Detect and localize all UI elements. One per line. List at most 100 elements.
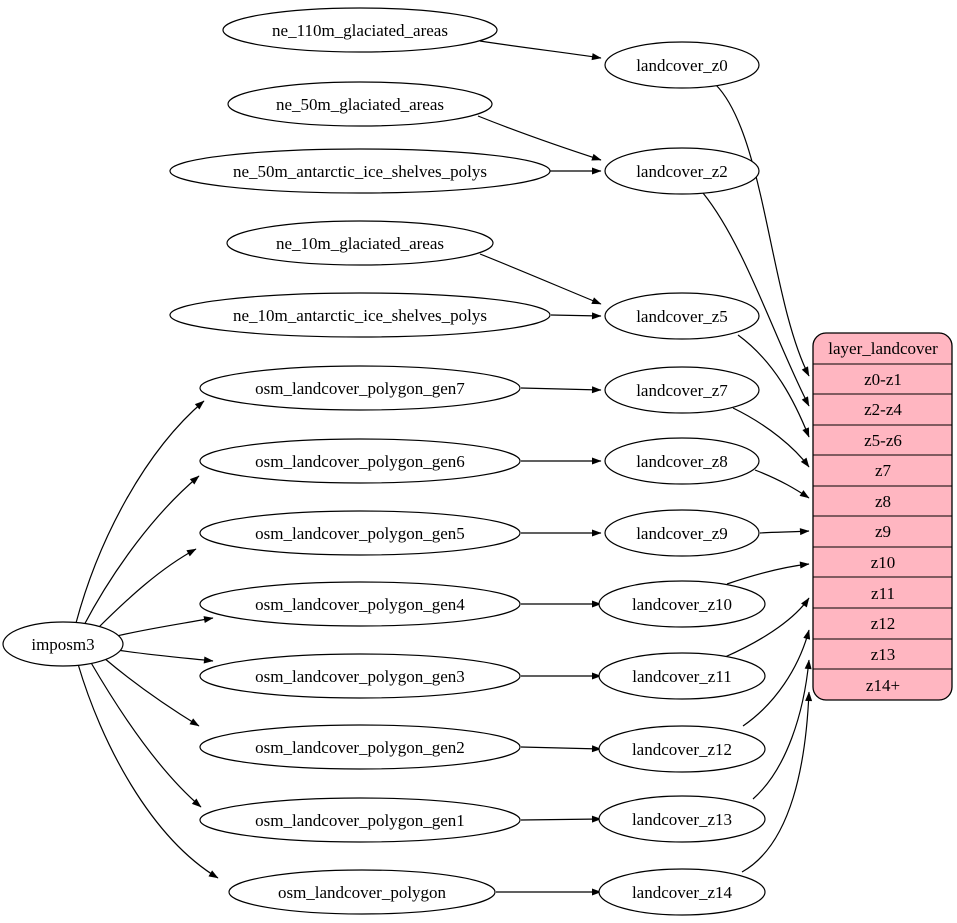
edge-z14-to-row-z14plus bbox=[741, 691, 813, 873]
node-label: osm_landcover_polygon_gen4 bbox=[255, 595, 465, 614]
node-ellipse bbox=[169, 292, 551, 338]
node-ellipse bbox=[604, 437, 760, 485]
node-ellipse bbox=[199, 510, 521, 556]
edge-z12-to-row-z12 bbox=[742, 629, 811, 727]
node-osm-landcover-polygon-gen4: osm_landcover_polygon_gen4 bbox=[199, 581, 521, 627]
node-ne-110m-glaciated-areas: ne_110m_glaciated_areas bbox=[222, 7, 498, 53]
edge-imposm3-to-gen7 bbox=[75, 400, 205, 624]
table-row-z14plus: z14+ bbox=[866, 676, 900, 695]
node-imposm3: imposm3 bbox=[2, 621, 124, 667]
edge-z8-to-row-z8 bbox=[754, 469, 810, 499]
node-label: imposm3 bbox=[31, 635, 94, 654]
table-row-z9: z9 bbox=[875, 522, 891, 541]
node-ellipse bbox=[226, 220, 494, 266]
node-label: landcover_z7 bbox=[636, 381, 728, 400]
node-ellipse bbox=[598, 652, 766, 700]
node-label: ne_50m_glaciated_areas bbox=[276, 95, 444, 114]
node-landcover-z13: landcover_z13 bbox=[598, 795, 766, 843]
node-label: landcover_z0 bbox=[636, 56, 728, 75]
edge-ne10m-antarctic-to-landcover-z5 bbox=[550, 312, 602, 320]
node-ellipse bbox=[227, 81, 493, 127]
node-landcover-z5: landcover_z5 bbox=[604, 292, 760, 340]
node-ellipse bbox=[2, 621, 124, 667]
node-ellipse bbox=[199, 581, 521, 627]
node-landcover-z14: landcover_z14 bbox=[598, 868, 766, 916]
edge-imposm3-to-gen5 bbox=[94, 548, 197, 632]
node-landcover-z11: landcover_z11 bbox=[598, 652, 766, 700]
node-ellipse bbox=[604, 366, 760, 414]
table-row-z2-z4: z2-z4 bbox=[864, 400, 902, 419]
node-osm-landcover-polygon-gen7: osm_landcover_polygon_gen7 bbox=[199, 365, 521, 411]
node-landcover-z12: landcover_z12 bbox=[598, 725, 766, 773]
edge-z2-to-row-z2-z4 bbox=[702, 192, 810, 407]
node-label: landcover_z9 bbox=[636, 524, 728, 543]
node-landcover-z9: landcover_z9 bbox=[604, 509, 760, 557]
node-label: osm_landcover_polygon_gen1 bbox=[255, 811, 465, 830]
node-ellipse bbox=[604, 41, 760, 89]
node-ne-10m-antarctic-ice-shelves-polys: ne_10m_antarctic_ice_shelves_polys bbox=[169, 292, 551, 338]
edge-z11-to-row-z11 bbox=[724, 597, 810, 658]
node-landcover-z0: landcover_z0 bbox=[604, 41, 760, 89]
node-label: landcover_z12 bbox=[632, 740, 732, 759]
node-ellipse bbox=[199, 724, 521, 770]
table-row-z11: z11 bbox=[871, 584, 895, 603]
edge-z7-to-row-z7 bbox=[732, 407, 810, 468]
node-ellipse bbox=[169, 148, 551, 194]
node-osm-landcover-polygon-gen2: osm_landcover_polygon_gen2 bbox=[199, 724, 521, 770]
node-osm-landcover-polygon: osm_landcover_polygon bbox=[228, 869, 496, 915]
table-row-z8: z8 bbox=[875, 492, 891, 511]
node-landcover-z2: landcover_z2 bbox=[604, 147, 760, 195]
node-ellipse bbox=[604, 292, 760, 340]
node-osm-landcover-polygon-gen5: osm_landcover_polygon_gen5 bbox=[199, 510, 521, 556]
table-row-z5-z6: z5-z6 bbox=[864, 431, 902, 450]
node-ellipse bbox=[598, 725, 766, 773]
node-ellipse bbox=[199, 653, 521, 699]
edge-imposm3-to-gen2 bbox=[103, 657, 200, 727]
node-ne-10m-glaciated-areas: ne_10m_glaciated_areas bbox=[226, 220, 494, 266]
node-ellipse bbox=[228, 869, 496, 915]
node-label: osm_landcover_polygon_gen6 bbox=[255, 452, 465, 471]
edge-ne50m-glaciated-to-landcover-z2 bbox=[477, 115, 602, 161]
node-ellipse bbox=[222, 7, 498, 53]
node-ellipse bbox=[598, 795, 766, 843]
node-label: landcover_z14 bbox=[632, 883, 733, 902]
node-label: landcover_z10 bbox=[632, 595, 732, 614]
node-osm-landcover-polygon-gen1: osm_landcover_polygon_gen1 bbox=[199, 797, 521, 843]
node-ne-50m-antarctic-ice-shelves-polys: ne_50m_antarctic_ice_shelves_polys bbox=[169, 148, 551, 194]
node-ellipse bbox=[604, 509, 760, 557]
edge-gen7-to-landcover-z7 bbox=[520, 386, 602, 394]
edge-z13-to-row-z13 bbox=[752, 659, 812, 800]
node-label: osm_landcover_polygon bbox=[278, 883, 447, 902]
table-layer-landcover: layer_landcover z0-z1 z2-z4 z5-z6 z7 z8 … bbox=[812, 332, 953, 701]
node-label: ne_110m_glaciated_areas bbox=[272, 21, 448, 40]
table-row-z10: z10 bbox=[871, 553, 896, 572]
edge-gen1-to-landcover-z13 bbox=[520, 815, 602, 823]
node-ellipse bbox=[199, 438, 521, 484]
node-osm-landcover-polygon-gen6: osm_landcover_polygon_gen6 bbox=[199, 438, 521, 484]
edge-imposm3-to-gen3 bbox=[116, 649, 214, 664]
edge-imposm3-to-polygon bbox=[77, 663, 219, 879]
edges-to-layer-table bbox=[702, 84, 813, 873]
edge-imposm3-to-gen6 bbox=[82, 475, 200, 628]
node-ellipse bbox=[598, 580, 766, 628]
edge-z5-to-row-z5-z6 bbox=[737, 334, 810, 438]
node-ellipse bbox=[598, 868, 766, 916]
node-landcover-z10: landcover_z10 bbox=[598, 580, 766, 628]
node-landcover-z7: landcover_z7 bbox=[604, 366, 760, 414]
node-label: osm_landcover_polygon_gen7 bbox=[255, 379, 465, 398]
node-label: osm_landcover_polygon_gen2 bbox=[255, 738, 465, 757]
node-label: landcover_z2 bbox=[636, 162, 728, 181]
node-landcover-z8: landcover_z8 bbox=[604, 437, 760, 485]
node-label: osm_landcover_polygon_gen3 bbox=[255, 667, 465, 686]
node-ellipse bbox=[199, 365, 521, 411]
edge-z10-to-row-z10 bbox=[726, 561, 810, 585]
node-label: landcover_z11 bbox=[632, 667, 731, 686]
table-header: layer_landcover bbox=[828, 339, 938, 358]
edge-imposm3-to-gen4 bbox=[116, 616, 214, 637]
table-row-z13: z13 bbox=[871, 645, 896, 664]
table-row-z7: z7 bbox=[875, 461, 892, 480]
edge-ne110m-to-landcover-z0 bbox=[479, 40, 602, 61]
edge-z9-to-row-z9 bbox=[759, 528, 810, 536]
node-label: ne_10m_glaciated_areas bbox=[276, 234, 444, 253]
